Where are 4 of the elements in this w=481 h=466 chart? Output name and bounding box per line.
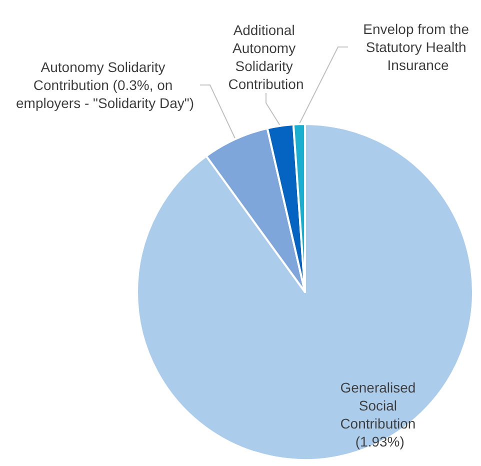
slice-label: Generalised Social Contribution (1.93%) [340,380,420,450]
slice-label: Additional Autonomy Solidarity Contribution [228,22,304,92]
slice-label: Autonomy Solidarity Contribution (0.3%, on employers - "Solidarity Day") [16,59,194,111]
slice-label: Envelop from the Statutory Health Insurance [363,21,473,73]
